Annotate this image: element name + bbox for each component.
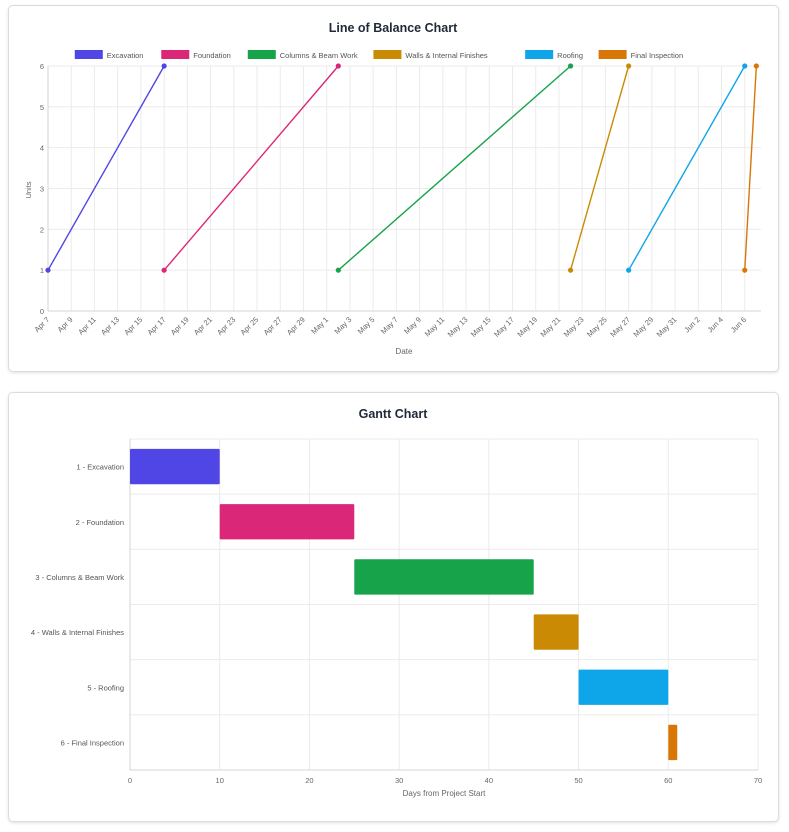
x-tick-label: Apr 21 bbox=[192, 315, 214, 337]
x-tick-label: Apr 7 bbox=[32, 315, 51, 334]
y-tick-label: 3 bbox=[40, 185, 44, 194]
y-tick-label: 4 bbox=[40, 144, 44, 153]
x-tick-label: Apr 25 bbox=[238, 315, 260, 337]
x-tick-label: Jun 6 bbox=[729, 315, 748, 334]
x-tick-label: May 7 bbox=[379, 315, 400, 336]
data-point bbox=[742, 63, 748, 69]
gantt-bar-5 bbox=[578, 669, 669, 705]
data-point bbox=[45, 267, 51, 273]
gantt-chart: Gantt Chart 0 10 20 30 40 50 60 70 1 - Excavation… bbox=[31, 407, 762, 798]
y-tick-label: 6 bbox=[40, 62, 44, 71]
series-line-walls-internal-finishes bbox=[569, 65, 630, 271]
x-tick-label: May 11 bbox=[423, 315, 446, 338]
x-tick-label: Apr 19 bbox=[169, 315, 191, 337]
series-line-columns-beam-work bbox=[337, 65, 572, 271]
data-point bbox=[335, 63, 341, 69]
data-point bbox=[626, 267, 632, 273]
x-axis-title: Date bbox=[396, 347, 413, 356]
series-line-foundation bbox=[163, 65, 339, 271]
x-tick-label: Apr 13 bbox=[99, 315, 121, 337]
category-label: 1 - Excavation bbox=[76, 463, 124, 472]
legend-swatch bbox=[247, 50, 276, 59]
x-tick-label: May 17 bbox=[492, 315, 516, 339]
x-axis-title: Days from Project Start bbox=[403, 789, 486, 798]
category-label: 2 - Foundation bbox=[76, 518, 124, 527]
series-line-excavation bbox=[47, 65, 165, 271]
legend-label: Excavation bbox=[107, 51, 144, 60]
legend-label: Foundation bbox=[193, 51, 231, 60]
x-tick-label: Jun 2 bbox=[682, 315, 701, 334]
y-tick-label: 2 bbox=[40, 225, 44, 234]
x-tick-label: Jun 4 bbox=[706, 315, 725, 334]
x-tick-label: May 23 bbox=[562, 315, 586, 339]
legend: Excavation Foundation Columns & Beam Work W… bbox=[74, 50, 684, 60]
x-tick-label: May 27 bbox=[608, 315, 632, 339]
x-tick-label: May 31 bbox=[655, 315, 679, 339]
gantt-bar-2 bbox=[219, 504, 355, 540]
gantt-bar-3 bbox=[354, 559, 534, 595]
legend-label: Final Inspection bbox=[631, 51, 684, 60]
x-tick-label: May 21 bbox=[539, 315, 563, 339]
legend-label: Roofing bbox=[557, 51, 583, 60]
data-point bbox=[567, 63, 574, 69]
x-tick-label: May 25 bbox=[585, 315, 609, 339]
x-tick-label: May 5 bbox=[356, 315, 377, 336]
x-tick-label: 50 bbox=[574, 776, 582, 785]
legend-swatch bbox=[74, 50, 103, 59]
gantt-bar-1 bbox=[130, 448, 220, 485]
data-point bbox=[742, 267, 748, 273]
line-of-balance-chart: Line of Balance Chart Excavation Foundatio… bbox=[24, 21, 761, 356]
x-tick-label: 70 bbox=[754, 776, 762, 785]
x-tick-label: May 9 bbox=[402, 315, 423, 336]
x-tick-label: 40 bbox=[485, 776, 493, 785]
x-tick-label: May 13 bbox=[446, 315, 470, 339]
x-tick-label: 60 bbox=[664, 776, 672, 785]
data-point bbox=[335, 267, 341, 273]
series-line-final-inspection bbox=[744, 65, 758, 271]
chart-title: Gantt Chart bbox=[359, 407, 429, 421]
gantt-card: Gantt Chart 0 10 20 30 40 50 60 70 1 - Excavation… bbox=[8, 392, 779, 822]
x-tick-label: May 15 bbox=[469, 315, 493, 339]
x-tick-label: Apr 11 bbox=[76, 315, 98, 337]
category-label: 4 - Walls & Internal Finishes bbox=[31, 628, 124, 637]
x-tick-label: Apr 27 bbox=[262, 315, 284, 337]
y-tick-label: 0 bbox=[40, 307, 44, 316]
chart-title: Line of Balance Chart bbox=[329, 21, 458, 35]
y-axis-title: Units bbox=[24, 181, 33, 198]
x-tick-label: Apr 15 bbox=[122, 315, 144, 337]
line-of-balance-card: Line of Balance Chart Excavation Foundatio… bbox=[8, 5, 779, 372]
x-tick-label: Apr 17 bbox=[146, 315, 168, 337]
category-label: 6 - Final Inspection bbox=[61, 738, 124, 747]
data-point bbox=[626, 63, 632, 69]
gantt-bar-4 bbox=[533, 614, 579, 650]
data-point bbox=[161, 63, 167, 69]
y-tick-label: 1 bbox=[40, 266, 44, 275]
category-label: 5 - Roofing bbox=[87, 683, 124, 692]
x-tick-label: 10 bbox=[216, 776, 224, 785]
x-tick-label: May 19 bbox=[515, 315, 539, 339]
legend-swatch bbox=[598, 50, 627, 59]
x-tick-label: Apr 9 bbox=[56, 315, 75, 334]
x-tick-label: Apr 29 bbox=[285, 315, 307, 337]
x-tick-label: 30 bbox=[395, 776, 403, 785]
x-tick-label: May 3 bbox=[333, 315, 354, 336]
legend-swatch bbox=[525, 50, 554, 59]
x-tick-label: 0 bbox=[128, 776, 132, 785]
x-tick-label: May 29 bbox=[631, 315, 655, 339]
gantt-bar-6 bbox=[668, 724, 678, 761]
legend-swatch bbox=[161, 50, 190, 59]
x-tick-label: May 1 bbox=[309, 315, 330, 336]
data-point bbox=[567, 267, 574, 273]
series-line-roofing bbox=[628, 65, 746, 271]
legend-label: Columns & Beam Work bbox=[280, 51, 358, 60]
data-point bbox=[753, 63, 759, 69]
y-tick-label: 5 bbox=[40, 103, 44, 112]
category-label: 3 - Columns & Beam Work bbox=[35, 573, 124, 582]
x-tick-label: 20 bbox=[305, 776, 313, 785]
x-tick-label: Apr 23 bbox=[215, 315, 237, 337]
legend-swatch bbox=[373, 50, 402, 59]
data-point bbox=[161, 267, 167, 273]
legend-label: Walls & Internal Finishes bbox=[405, 51, 488, 60]
